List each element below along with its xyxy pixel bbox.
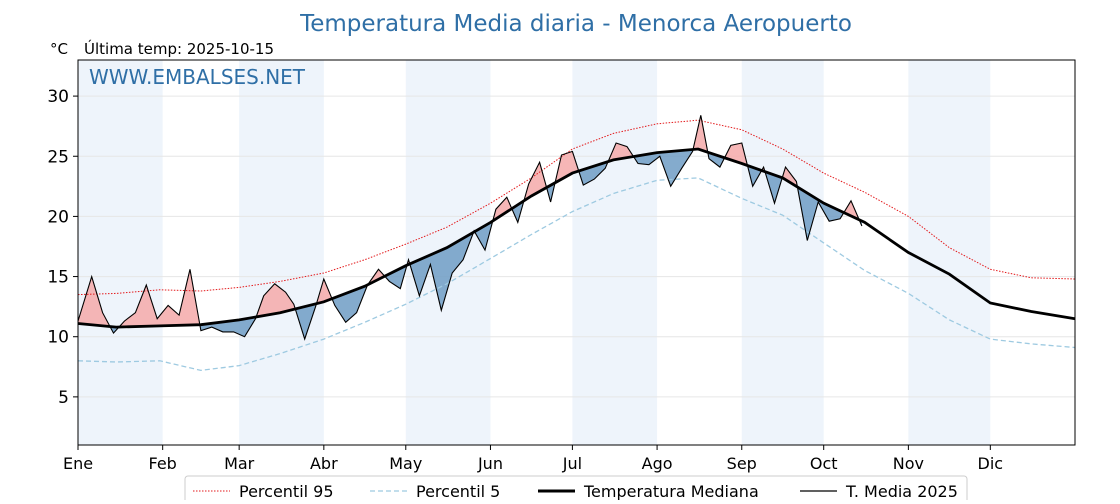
legend-label-median: Temperatura Mediana (583, 482, 759, 500)
x-tick-label-mar: Mar (224, 454, 255, 473)
legend-label-p5: Percentil 5 (416, 482, 500, 500)
y-tick-label: 10 (47, 328, 69, 348)
series-t-media-2025 (77, 115, 863, 341)
last-temp-label: Última temp: 2025-10-15 (84, 39, 274, 58)
x-tick-label-dic: Dic (978, 454, 1004, 473)
month-band-jul (572, 60, 658, 445)
plot-frame (77, 59, 1076, 446)
series-percentil-95 (77, 119, 1076, 296)
x-tick-label-abr: Abr (310, 454, 338, 473)
x-tick-label-may: May (389, 454, 422, 473)
x-tick-label-jul: Jul (562, 454, 582, 473)
x-tick-label-jun: Jun (477, 454, 503, 473)
y-tick-label: 5 (58, 388, 69, 408)
series-percentil-5 (77, 177, 1076, 372)
x-tick-label-ene: Ene (63, 454, 93, 473)
y-tick-label: 15 (47, 268, 69, 288)
month-band-mar (239, 60, 324, 445)
x-tick-label-ago: Ago (642, 454, 673, 473)
legend-label-p95: Percentil 95 (239, 482, 334, 500)
legend: Percentil 95 Percentil 5 Temperatura Med… (184, 475, 968, 504)
month-band-nov (908, 60, 991, 445)
x-tick-label-nov: Nov (893, 454, 924, 473)
legend-box (184, 475, 968, 504)
y-tick-label: 20 (47, 207, 69, 227)
x-tick-label-oct: Oct (810, 454, 838, 473)
watermark: WWW.EMBALSES.NET (89, 65, 306, 89)
month-band-ene (78, 60, 163, 445)
y-tick-label: 25 (47, 147, 69, 167)
x-tick-label-sep: Sep (727, 454, 757, 473)
y-tick-label: 30 (47, 87, 69, 107)
x-tick-label-feb: Feb (149, 454, 177, 473)
unit-label: °C (50, 40, 68, 58)
series-temperatura-mediana (77, 147, 1076, 329)
month-band-sep (741, 60, 824, 445)
chart-title: Temperatura Media diaria - Menorca Aerop… (299, 11, 852, 37)
legend-label-2025: T. Media 2025 (845, 482, 958, 500)
